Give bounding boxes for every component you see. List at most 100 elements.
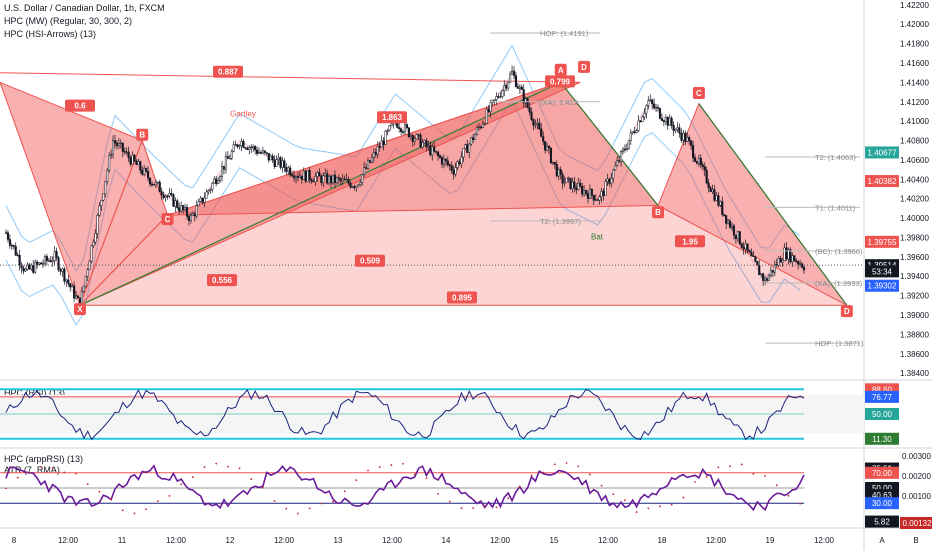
candle-body xyxy=(185,206,189,217)
atr-dot xyxy=(121,509,124,512)
atr-dot xyxy=(659,505,661,508)
price-tick-label: 1.41800 xyxy=(900,40,929,49)
atr-dot xyxy=(624,499,626,502)
price-tick-label: 1.40600 xyxy=(900,156,929,165)
atr-dot xyxy=(647,507,650,510)
price-tick-label: 1.40200 xyxy=(900,195,929,204)
candle-body xyxy=(536,122,539,125)
candle-body xyxy=(583,190,586,195)
candle-body xyxy=(191,213,194,216)
candle-body xyxy=(526,98,529,108)
candle-body xyxy=(742,247,745,250)
time-tick-label: 12:00 xyxy=(490,536,511,545)
candle-body xyxy=(649,99,652,101)
candle-body xyxy=(22,267,25,272)
point-tag-c xyxy=(161,213,174,226)
point-tag-c xyxy=(692,87,705,100)
candle-body xyxy=(616,160,619,167)
candle-body xyxy=(254,146,257,151)
candle-body xyxy=(131,154,134,165)
candle-body xyxy=(170,193,173,195)
point-tag-a xyxy=(554,63,567,76)
candle-body xyxy=(429,145,432,156)
candle-body xyxy=(370,157,373,163)
atr-dot xyxy=(589,473,591,476)
candle-body xyxy=(493,99,496,101)
candle-body xyxy=(150,183,154,186)
candle-body xyxy=(555,163,558,177)
candle-body xyxy=(773,264,776,273)
candle-body xyxy=(4,232,8,234)
atr-dot xyxy=(425,477,428,480)
atr-dot xyxy=(40,465,42,468)
pattern-leg-xa xyxy=(79,81,561,306)
candle-body xyxy=(690,140,693,146)
candle-body xyxy=(581,185,584,195)
candle-body xyxy=(592,194,595,201)
candle-body xyxy=(45,256,48,262)
candle-body xyxy=(304,170,307,182)
atr-dot xyxy=(226,465,229,468)
candle-body xyxy=(639,120,642,123)
candle-body xyxy=(98,205,101,216)
price-tag-label: 1.40677 xyxy=(868,148,897,157)
candle-body xyxy=(217,180,220,184)
atr-dot xyxy=(682,496,685,499)
atr-dot xyxy=(413,473,416,476)
candle-body xyxy=(466,144,469,153)
candle-body xyxy=(263,150,266,153)
price-tick-label: 1.38400 xyxy=(900,369,929,378)
candle-body xyxy=(485,109,488,124)
candle-body xyxy=(24,269,27,272)
candle-body xyxy=(670,117,673,126)
atr-dot xyxy=(635,511,638,513)
atr-dot xyxy=(250,478,253,481)
atr-dot xyxy=(28,472,31,474)
candle-body xyxy=(538,122,541,130)
candle-body xyxy=(727,220,730,224)
candle-body xyxy=(195,205,198,217)
candle-body xyxy=(528,107,531,113)
atr-dot xyxy=(437,492,439,495)
candle-body xyxy=(320,175,323,183)
candle-body xyxy=(41,263,45,265)
candle-body xyxy=(618,160,621,162)
candle-body xyxy=(573,181,576,189)
candle-body xyxy=(522,89,525,104)
candle-body xyxy=(275,159,278,167)
price-tag-label: 1.39302 xyxy=(868,282,897,291)
candle-body xyxy=(366,160,370,169)
candle-body xyxy=(34,261,37,273)
candle-body xyxy=(220,166,224,177)
candle-body xyxy=(343,178,346,181)
candle-body xyxy=(240,141,243,146)
candle-body xyxy=(423,140,426,144)
candle-body xyxy=(219,176,222,181)
time-tick-label: 12:00 xyxy=(274,536,295,545)
atr-dot xyxy=(320,502,323,505)
price-tag-label: 1.40382 xyxy=(868,177,897,186)
price-tick-label: 1.39800 xyxy=(900,233,929,242)
candle-body xyxy=(143,168,146,175)
candle-body xyxy=(96,215,99,234)
candle-body xyxy=(267,153,270,161)
candle-body xyxy=(532,119,535,126)
candle-body xyxy=(797,261,800,265)
candle-body xyxy=(688,137,691,142)
candle-body xyxy=(269,155,272,161)
candle-body xyxy=(719,201,722,206)
atr-axis-label: 0.00200 xyxy=(902,472,931,481)
level-label: HOP: (1.3871) xyxy=(815,339,864,348)
candle-body xyxy=(547,146,551,149)
candle-body xyxy=(378,146,381,148)
candle-body xyxy=(612,169,615,179)
arsi-axis-tag xyxy=(865,497,899,510)
legend-atr: ATR (7, RMA) xyxy=(4,465,60,475)
candle-body xyxy=(795,260,798,263)
candle-body xyxy=(18,254,21,266)
candle-body xyxy=(802,267,806,271)
ratio-tag xyxy=(447,291,477,304)
time-tick-label: 19 xyxy=(766,536,775,545)
candle-body xyxy=(440,157,444,165)
